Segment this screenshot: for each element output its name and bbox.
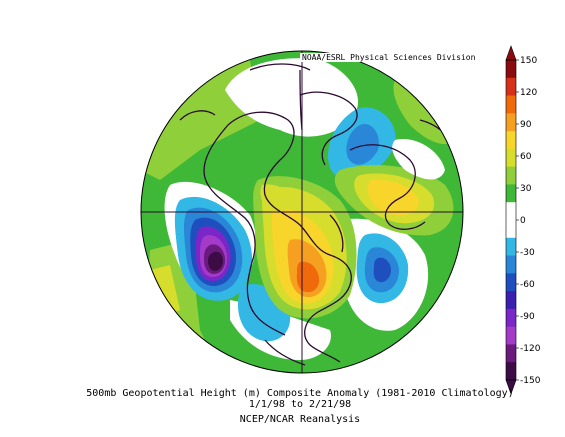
colorbar-swatch — [506, 237, 516, 257]
colorbar-tick-label: -120 — [520, 344, 541, 354]
colorbar-swatch — [506, 113, 516, 132]
colorbar-swatch — [506, 148, 516, 168]
polar-map — [141, 51, 463, 373]
colorbar: 150 120 90 60 30 0 -30 -60 -90 -120 -150 — [505, 45, 541, 395]
colorbar-swatch — [506, 131, 516, 150]
anomaly-field-white-arctic — [225, 58, 359, 137]
colorbar-swatch — [506, 291, 516, 310]
colorbar-tick-label: 60 — [520, 152, 532, 162]
colorbar-swatch — [506, 166, 516, 185]
colorbar-tick-label: 0 — [520, 216, 526, 226]
map-caption-dates: 1/1/98 to 2/21/98 — [248, 399, 352, 410]
colorbar-tick-label: -60 — [520, 280, 535, 290]
colorbar-tick-label: -90 — [520, 312, 535, 322]
colorbar-swatch — [506, 220, 516, 239]
anomaly-field-yellow-north-arctic — [260, 184, 292, 212]
anomaly-field-deepest-west — [208, 251, 223, 271]
colorbar-swatch — [506, 344, 516, 363]
map-caption-title: 500mb Geopotential Height (m) Composite … — [86, 388, 514, 399]
colorbar-swatch — [506, 255, 516, 274]
anomaly-field-white-europe — [392, 139, 445, 180]
colorbar-swatch — [506, 184, 516, 203]
colorbar-swatch — [506, 77, 516, 97]
colorbar-swatch — [506, 326, 516, 345]
colorbar-tick-label: 30 — [520, 184, 532, 194]
colorbar-swatch — [506, 60, 516, 79]
colorbar-tick-label: 150 — [520, 56, 537, 66]
colorbar-tick-label: 120 — [520, 88, 537, 98]
colorbar-tick-label: -150 — [520, 376, 541, 386]
anomaly-field-gold-europe — [367, 179, 419, 216]
colorbar-tick-label: -30 — [520, 248, 535, 258]
colorbar-tick-label: 90 — [520, 120, 532, 130]
anomaly-field-blue-north — [346, 124, 379, 165]
colorbar-swatch — [506, 202, 516, 221]
colorbar-swatch — [506, 362, 516, 381]
colorbar-swatch — [506, 273, 516, 292]
colorbar-swatch — [506, 95, 516, 114]
credit-label: NOAA/ESRL Physical Sciences Division — [300, 53, 478, 62]
anomaly-field-deep-blue-atlantic — [373, 257, 391, 283]
colorbar-swatch — [506, 308, 516, 328]
map-caption-source: NCEP/NCAR Reanalysis — [239, 414, 361, 425]
colorbar-upper-arrow — [505, 45, 517, 61]
globe-border — [140, 50, 464, 374]
